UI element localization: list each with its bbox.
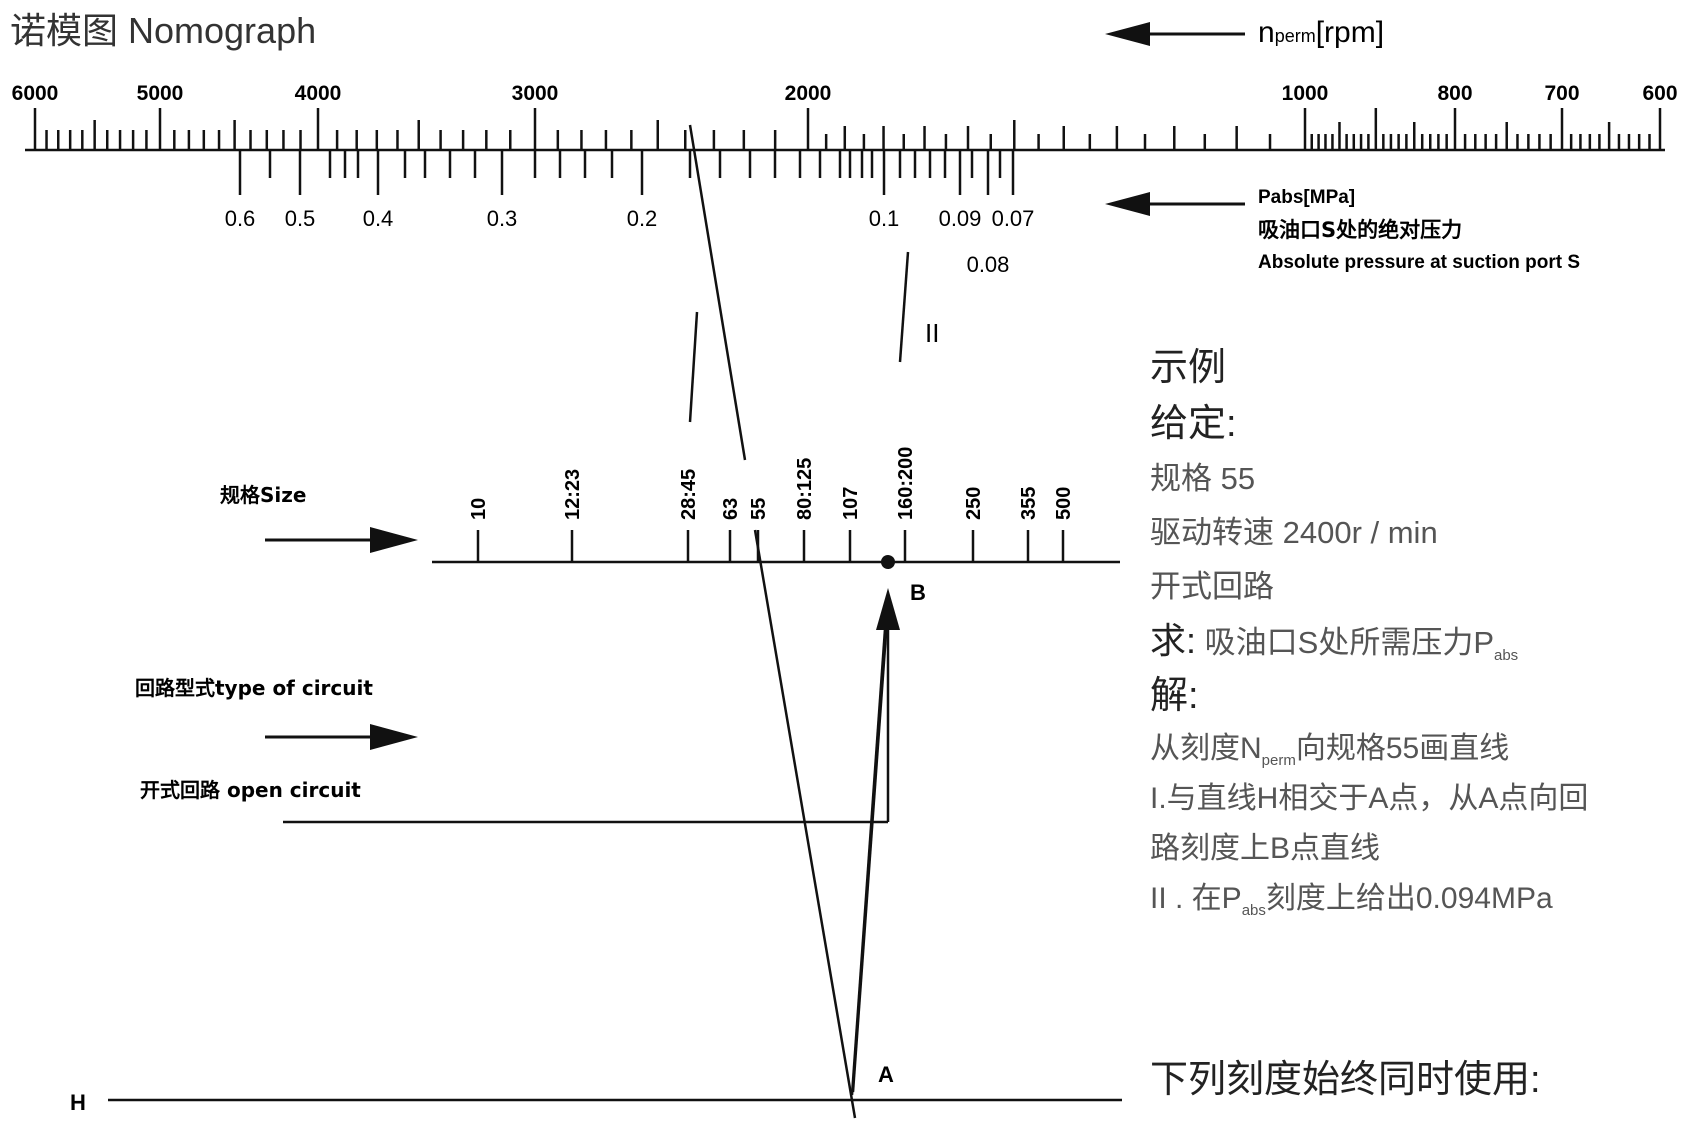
rpm-tick-label: 2000 [785,82,832,105]
circuit-arrow [265,724,418,750]
rpm-tick-label: 4000 [295,82,342,105]
pressure-scale-label-en: Absolute pressure at suction port S [1258,252,1580,273]
pressure-tick-label: 0.2 [627,206,658,231]
rpm-scale-label: nperm[rpm] [1258,16,1384,49]
rpm-arrow [1105,22,1245,46]
footer-note: 下列刻度始终同时使用: [1150,1059,1541,1101]
pressure-tick-label: 0.3 [487,206,518,231]
size-arrow [265,527,418,553]
marker-b: B [910,580,926,605]
page-title: 诺模图 Nomograph [10,10,317,51]
pressure-tick-label: 0.1 [869,206,900,231]
marker-a: A [878,1062,894,1087]
circuit-type-label: 回路型式type of circuit [135,676,373,700]
size-tick-label: 500 [1053,487,1075,520]
size-tick-label: 80:125 [794,458,816,520]
pressure-tick-label: 0.4 [363,206,394,231]
size-tick-labels: 10 12:23 28:45 63 55 80:125 107 160:200 250 355 50… [468,447,1075,520]
rpm-tick-label: 600 [1642,82,1677,105]
given-speed: 驱动转速 2400r / min [1150,515,1438,550]
size-tick-label: 63 [720,498,742,520]
rpm-tick-label: 5000 [137,82,184,105]
rpm-tick-labels: 6000 5000 4000 3000 2000 1000 800 700 600 [12,82,1678,105]
pressure-tick-label: 0.09 [939,206,982,231]
size-scale-label: 规格Size [220,483,306,507]
rpm-scale [25,108,1665,152]
rpm-tick-label: 6000 [12,82,59,105]
marker-h: H [70,1090,86,1115]
rpm-tick-label: 1000 [1282,82,1329,105]
size-tick-label: 55 [748,498,770,520]
pressure-scale [238,150,1015,195]
size-tick-label: 10 [468,498,490,520]
rpm-tick-label: 800 [1437,82,1472,105]
size-tick-label: 12:23 [562,469,584,520]
pressure-tick-labels: 0.6 0.5 0.4 0.3 0.2 0.1 0.09 0.07 0.08 [225,206,1035,277]
size-tick-label: 160:200 [895,447,917,520]
step-2: II . 在Pabs刻度上给出0.094MPa [1150,882,1553,919]
rpm-tick-label: 3000 [512,82,559,105]
pressure-scale-label-cn: 吸油口S处的绝对压力 [1258,218,1462,242]
construction-lines [108,124,1122,1119]
example-heading: 示例 [1150,347,1227,389]
open-circuit-label: 开式回路 open circuit [140,778,361,802]
step-1b: I.与直线H相交于A点，从A点向回 [1150,782,1589,815]
size-scale [432,530,1120,564]
step-1a: 从刻度Nperm向规格55画直线 [1150,732,1510,769]
pressure-scale-label: Pabs[MPa] [1258,187,1355,208]
given-heading: 给定: [1150,403,1237,445]
pressure-arrow [1105,192,1245,216]
pressure-tick-label: 0.5 [285,206,316,231]
pressure-tick-label: 0.07 [992,206,1035,231]
size-tick-label: 28:45 [678,469,700,520]
size-tick-label: 107 [840,487,862,520]
solution-heading: 解: [1150,675,1199,717]
given-size: 规格 55 [1150,461,1256,496]
given-circuit: 开式回路 [1150,569,1274,604]
example-panel: 示例 给定: 规格 55 驱动转速 2400r / min 开式回路 求: 吸油… [1150,340,1681,924]
find-line: 求: 吸油口S处所需压力Pabs [1150,620,1519,665]
step-1c: 路刻度上B点直线 [1150,832,1381,865]
size-tick-label: 355 [1018,487,1040,520]
pressure-tick-label: 0.6 [225,206,256,231]
marker-ii: II [925,318,939,348]
rpm-tick-label: 700 [1544,82,1579,105]
size-tick-label: 250 [963,487,985,520]
pressure-tick-label: 0.08 [967,252,1010,277]
